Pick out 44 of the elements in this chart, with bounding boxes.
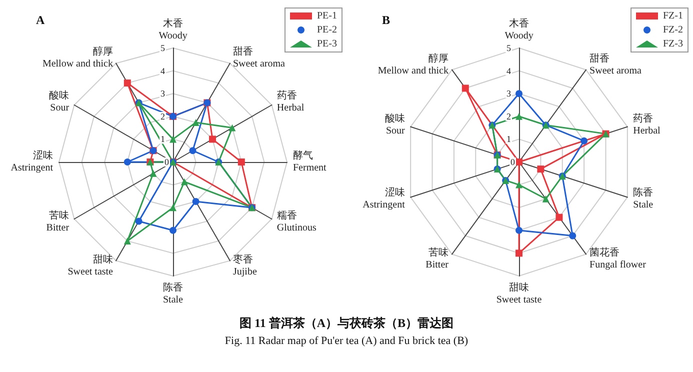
y-tick-label: 1 [506,134,511,144]
spoke-label: 枣香 Jujibe [233,253,258,278]
spoke-label: 涩味 Astringent [362,186,406,211]
legend-label: FZ-2 [663,24,683,36]
spoke-label: 陈香 Stale [633,186,654,211]
spoke-label: 涩味 Astringent [10,150,54,174]
spoke-label: 醇厚 Mellow and thick [42,46,113,70]
spoke-label: 苦味 Bitter [46,210,70,234]
spoke-label: 药香 Herbal [276,90,304,114]
y-tick-label: 3 [160,88,166,99]
spoke-label: 甜香 Sweet aroma [590,52,642,76]
spoke-label: 糯香 Glutinous [276,210,316,234]
y-tick-label: 2 [506,111,511,122]
legend-label: PE-2 [317,24,337,36]
spoke-label: 酸味 Sour [384,112,406,136]
y-tick-label: 0 [510,157,516,167]
spoke-label: 菌花香 Fungal flower [590,246,647,271]
spoke-label: 苦味 Bitter [426,246,450,271]
y-tick-label: 2 [160,111,165,122]
spoke-label: 甜味 Sweet taste [496,282,542,306]
y-tick-label: 1 [160,134,165,144]
spoke-label: 药香 Herbal [633,112,661,136]
legend-label: PE-1 [317,10,337,22]
spoke-label: 陈香 Stale [163,282,184,306]
legend-label: FZ-1 [663,10,683,22]
y-tick-label: 3 [506,88,512,99]
spoke-label: 甜香 Sweet aroma [233,46,286,70]
caption: 图 11 普洱茶（A）与茯砖茶（B）雷达图 [238,315,454,332]
y-tick-label: 4 [160,66,166,76]
spoke-label: 甜味 Sweet taste [68,253,114,278]
legend-label: FZ-3 [663,38,683,50]
spoke-label: 酵气 Ferment [293,150,327,174]
spoke-label: 醇厚 Mellow and thick [378,52,448,76]
y-tick-label: 4 [506,66,512,76]
y-tick-label: 5 [506,43,512,53]
spoke-label: 木香 Woody [158,18,188,42]
y-tick-label: 5 [160,43,166,53]
spoke-label: 酸味 Sour [49,90,70,114]
spoke-label: 木香 Woody [504,18,534,42]
legend-label: PE-3 [317,38,337,50]
text: B [382,13,390,27]
text: A [36,13,45,27]
caption: Fig. 11 Radar map of Pu'er tea (A) and Fu brick tea (B) [224,334,470,349]
y-tick-label: 0 [164,157,170,167]
